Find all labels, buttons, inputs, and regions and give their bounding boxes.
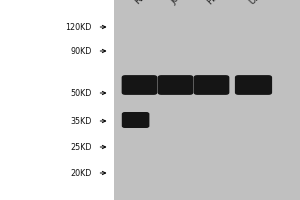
Text: 25KD: 25KD: [70, 142, 92, 152]
FancyBboxPatch shape: [158, 75, 194, 95]
Text: U251: U251: [247, 0, 270, 6]
Text: HEK293: HEK293: [205, 0, 236, 6]
Text: Jurkat: Jurkat: [169, 0, 194, 6]
FancyBboxPatch shape: [122, 112, 149, 128]
Text: 20KD: 20KD: [70, 168, 92, 178]
FancyBboxPatch shape: [194, 75, 230, 95]
FancyBboxPatch shape: [235, 75, 272, 95]
FancyBboxPatch shape: [114, 0, 300, 200]
Text: 120KD: 120KD: [65, 22, 92, 31]
Text: 50KD: 50KD: [70, 88, 92, 98]
Text: 35KD: 35KD: [70, 116, 92, 126]
Text: Raji: Raji: [133, 0, 151, 6]
FancyBboxPatch shape: [122, 75, 157, 95]
Text: 90KD: 90KD: [70, 46, 92, 55]
